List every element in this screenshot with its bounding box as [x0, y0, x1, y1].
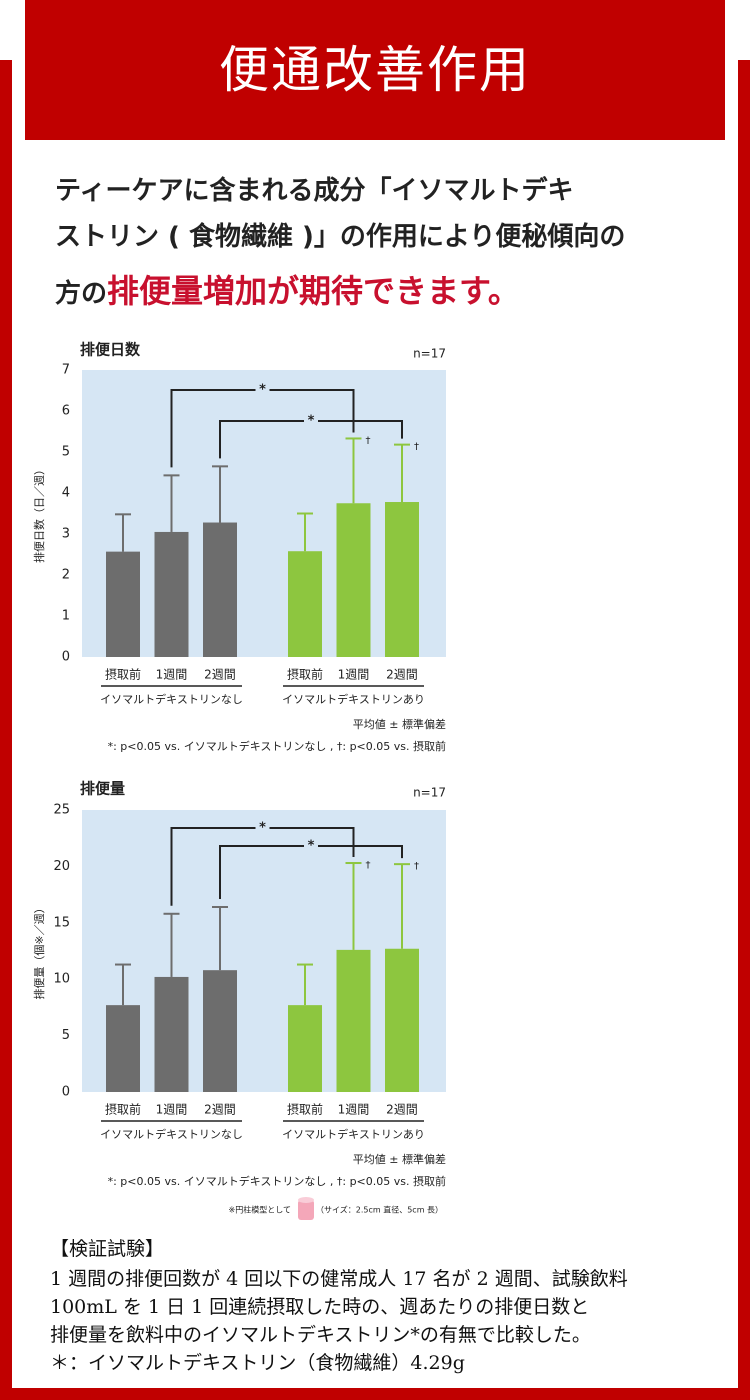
bar [203, 970, 237, 1092]
y-axis-label: 排便日数（日／週） [32, 464, 46, 563]
model-note: ※円柱模型として [229, 1205, 291, 1215]
footnote: 平均値 ± 標準偏差 [353, 1152, 446, 1166]
study-line: 1 週間の排便回数が 4 回以下の健常成人 17 名が 2 週間、試験飲料 [50, 1268, 628, 1290]
bracket-label: * [308, 414, 315, 429]
bar [385, 948, 419, 1092]
bracket-label: * [259, 383, 266, 398]
x-tick-label: 1週間 [156, 1103, 188, 1117]
footnote: 平均値 ± 標準偏差 [353, 717, 446, 731]
x-tick-label: 摂取前 [287, 667, 323, 682]
y-tick-label: 20 [53, 859, 70, 874]
y-tick-label: 4 [62, 486, 70, 501]
intro-line: ティーケアに含まれる成分「イソマルトデキ [55, 176, 574, 206]
dagger: † [414, 861, 419, 872]
red-frame [0, 60, 750, 1400]
intro-line: ストリン ( 食物繊維 )」の作用により便秘傾向の [55, 222, 626, 252]
x-tick-label: 1週間 [156, 668, 188, 682]
x-tick-label: 摂取前 [105, 1102, 141, 1117]
y-tick-label: 5 [62, 1028, 70, 1043]
sample-note: n=17 [413, 347, 446, 361]
y-tick-label: 10 [53, 972, 70, 987]
y-tick-label: 3 [62, 527, 70, 542]
y-axis-label: 排便量（個※／週） [32, 902, 46, 999]
x-tick-label: 1週間 [338, 1103, 370, 1117]
chart-title: 排便日数 [80, 341, 141, 359]
study-line: 排便量を飲料中のイソマルトデキストリン*の有無で比較した。 [50, 1324, 591, 1346]
model-icon [298, 1200, 314, 1220]
study-heading: 【検証試験】 [50, 1238, 165, 1260]
bar [385, 502, 419, 657]
bar [288, 1005, 322, 1092]
y-tick-label: 1 [62, 609, 70, 624]
x-tick-label: 2週間 [386, 1103, 418, 1117]
x-tick-label: 1週間 [338, 668, 370, 682]
x-tick-label: 2週間 [204, 1103, 236, 1117]
intro-prefix: 方の [55, 279, 108, 309]
bracket-label-bg [255, 383, 270, 397]
y-tick-label: 7 [62, 363, 70, 378]
footnote: *: p<0.05 vs. イソマルトデキストリンなし , †: p<0.05 … [108, 739, 446, 753]
bracket-label-bg [304, 414, 318, 428]
y-tick-label: 15 [53, 915, 70, 930]
bracket-label-bg [255, 821, 270, 835]
bar [106, 551, 140, 657]
banner-title: 便通改善作用 [25, 0, 725, 140]
y-tick-label: 0 [62, 650, 70, 665]
bar [336, 503, 371, 657]
bracket-label-bg [304, 839, 318, 853]
dagger: † [414, 442, 419, 453]
y-tick-label: 6 [62, 404, 70, 419]
bar [154, 976, 189, 1092]
bar [288, 551, 322, 657]
y-tick-label: 2 [62, 568, 70, 583]
bracket-label: * [259, 821, 266, 836]
group-label: イソマルトデキストリンなし [100, 1127, 243, 1141]
bar [336, 949, 371, 1092]
model-icon-top [298, 1197, 314, 1203]
bar [106, 1005, 140, 1092]
group-label: イソマルトデキストリンなし [100, 692, 243, 706]
dagger: † [366, 435, 371, 446]
model-size: （サイズ：2.5cm 直径、5cm 長） [316, 1205, 443, 1215]
dagger: † [366, 860, 371, 871]
chart-title: 排便量 [80, 780, 125, 798]
y-tick-label: 25 [53, 803, 70, 818]
bracket-label: * [308, 839, 315, 854]
bar [203, 522, 237, 657]
intro-highlight: 排便量増加が期待できます。 [107, 272, 520, 310]
x-tick-label: 2週間 [386, 668, 418, 682]
x-tick-label: 摂取前 [287, 1102, 323, 1117]
intro-line: 方の排便量増加が期待できます。 [55, 266, 520, 312]
y-tick-label: 0 [62, 1085, 70, 1100]
y-tick-label: 5 [62, 445, 70, 460]
study-line: 100mL を 1 日 1 回連続摂取した時の、週あたりの排便日数と [50, 1296, 590, 1318]
sample-note: n=17 [413, 786, 446, 800]
x-tick-label: 摂取前 [105, 667, 141, 682]
footnote: *: p<0.05 vs. イソマルトデキストリンなし , †: p<0.05 … [108, 1174, 446, 1188]
study-line: ＊：イソマルトデキストリン（食物繊維）4.29g [50, 1352, 465, 1374]
group-label: イソマルトデキストリンあり [282, 692, 425, 706]
group-label: イソマルトデキストリンあり [282, 1127, 425, 1141]
bar [154, 531, 189, 657]
x-tick-label: 2週間 [204, 668, 236, 682]
